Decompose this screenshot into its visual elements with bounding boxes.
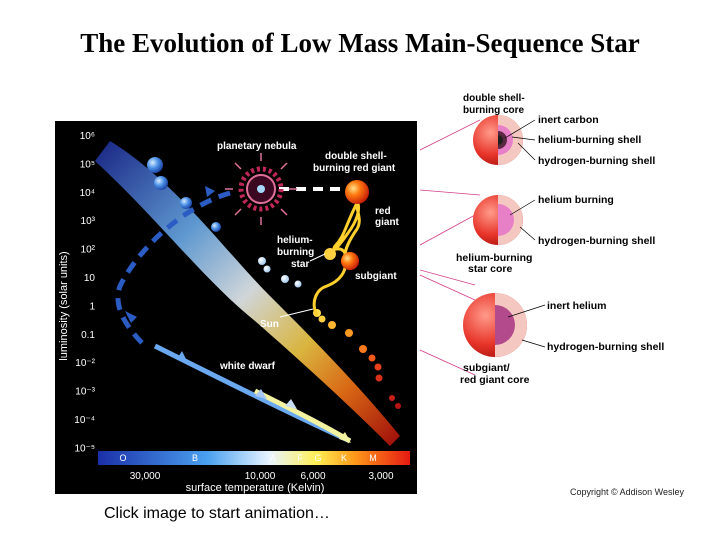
to-white-dwarf-arrow xyxy=(115,190,231,348)
y-tick-label: 0.1 xyxy=(81,330,95,341)
main-sequence-stars xyxy=(147,157,401,409)
copyright-text: Copyright © Addison Wesley xyxy=(570,487,685,497)
inert-helium-core-diagram xyxy=(463,293,527,357)
main-sequence-band xyxy=(95,141,400,446)
hr-diagram: luminosity (solar units) 10⁶ 10⁵ 10⁴ 10³ 10²… xyxy=(58,131,410,494)
evolution-track xyxy=(312,196,361,317)
y-tick-label: 10⁻³ xyxy=(75,387,95,398)
y-tick-label: 10⁻⁵ xyxy=(74,443,95,454)
page-title: The Evolution of Low Mass Main-Sequence … xyxy=(80,28,640,58)
spectral-class-bar xyxy=(98,451,410,465)
label-he-core-2: star core xyxy=(468,263,513,275)
spectral-class-label: A xyxy=(270,453,276,463)
label-helium-3: star xyxy=(291,259,309,270)
double-shell-core-diagram xyxy=(473,115,523,165)
y-tick-label: 10⁶ xyxy=(80,131,95,142)
red-giant-star xyxy=(345,180,369,204)
helium-burning-star xyxy=(324,248,336,260)
y-tick-label: 1 xyxy=(89,301,95,312)
label-double-shell-header-1: double shell- xyxy=(463,93,525,104)
y-tick-label: 10⁴ xyxy=(80,188,95,199)
y-axis-label: luminosity (solar units) xyxy=(58,251,70,360)
y-tick-label: 10⁻² xyxy=(75,358,95,369)
spectral-class-label: K xyxy=(341,453,347,463)
label-double-shell-1: double shell- xyxy=(325,151,387,162)
spectral-class-label: B xyxy=(192,453,198,463)
subgiant-star xyxy=(341,252,359,270)
x-axis-label: surface temperature (Kelvin) xyxy=(186,482,325,494)
label-hydrogen-burning-shell-1: hydrogen-burning shell xyxy=(538,155,655,167)
label-helium-1: helium- xyxy=(277,235,313,246)
y-tick-label: 10 xyxy=(84,273,96,284)
temperature-tick-label: 3,000 xyxy=(368,471,393,482)
label-subgiant-core-1: subgiant/ xyxy=(463,362,510,374)
helium-burning-core-diagram xyxy=(473,195,523,245)
label-red-giant-2: giant xyxy=(375,217,400,228)
label-inert-carbon: inert carbon xyxy=(538,114,599,126)
label-hydrogen-burning-shell-2: hydrogen-burning shell xyxy=(538,235,655,247)
temperature-tick-label: 30,000 xyxy=(130,471,161,482)
spectral-class-label: F xyxy=(297,453,303,463)
label-helium-burning: helium burning xyxy=(538,194,614,206)
spectral-class-label: G xyxy=(314,453,321,463)
label-planetary-nebula: planetary nebula xyxy=(217,141,297,152)
temperature-tick-label: 6,000 xyxy=(300,471,325,482)
label-red-giant-1: red xyxy=(375,206,391,217)
label-he-core-1: helium-burning xyxy=(456,252,532,264)
temperature-tick-label: 10,000 xyxy=(245,471,276,482)
label-double-shell-2: burning red giant xyxy=(313,163,396,174)
label-helium-2: burning xyxy=(277,247,314,258)
y-tick-label: 10⁵ xyxy=(80,159,95,170)
spectral-class-label: O xyxy=(119,453,126,463)
label-subgiant-core-2: red giant core xyxy=(460,374,530,386)
planetary-nebula xyxy=(225,153,297,225)
label-subgiant: subgiant xyxy=(355,271,397,282)
animation-caption[interactable]: Click image to start animation… xyxy=(104,505,330,522)
stellar-core-panel: double shell- burning core inert carbon … xyxy=(420,93,664,386)
y-tick-label: 10⁻⁴ xyxy=(74,415,95,426)
label-double-shell-header-2: burning core xyxy=(463,105,525,116)
label-hydrogen-burning-shell-3: hydrogen-burning shell xyxy=(547,341,664,353)
y-tick-label: 10² xyxy=(81,245,96,256)
label-inert-helium: inert helium xyxy=(547,300,607,312)
y-tick-label: 10³ xyxy=(81,216,96,227)
hr-diagram-image[interactable]: luminosity (solar units) 10⁶ 10⁵ 10⁴ 10³ 10²… xyxy=(55,121,417,494)
label-sun: Sun xyxy=(260,319,279,330)
label-helium-burning-shell: helium-burning shell xyxy=(538,134,641,146)
label-white-dwarf: white dwarf xyxy=(219,361,276,372)
spectral-class-label: M xyxy=(369,453,377,463)
